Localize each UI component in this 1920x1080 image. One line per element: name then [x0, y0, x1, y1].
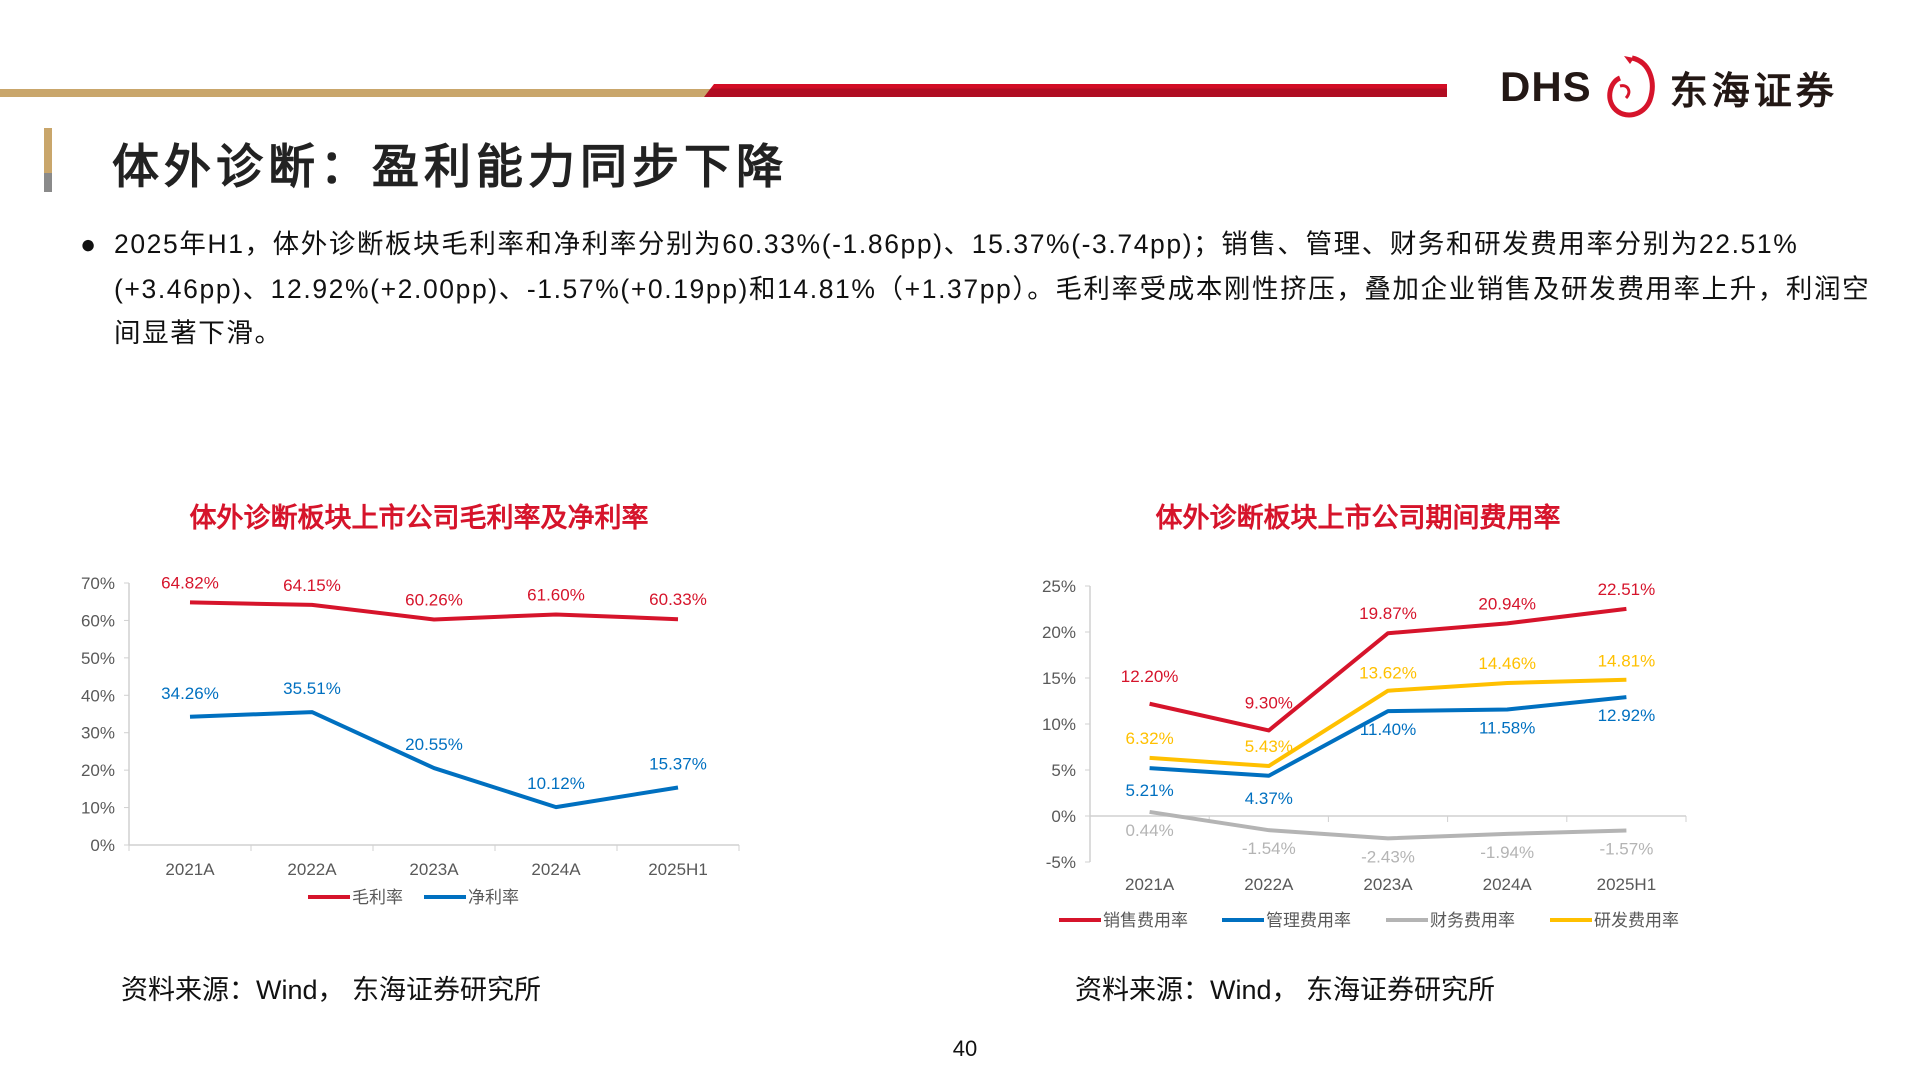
data-label: 0.44% [1125, 821, 1173, 840]
legend-label: 财务费用率 [1430, 911, 1515, 930]
chart-expense: -5% 0% 5% 10% 15% 20% 25% 2021A 2022A 2023A 2024A 2… [1042, 577, 1687, 930]
header-gold-bar [0, 89, 712, 97]
y-tick-label: 5% [1051, 761, 1076, 780]
y-tick-label: 70% [81, 574, 115, 593]
bullet-text: 2025年H1，体外诊断板块毛利率和净利率分别为60.33%(-1.86pp)、… [114, 229, 1871, 348]
data-label: 10.12% [527, 774, 585, 793]
data-label: 12.92% [1598, 706, 1656, 725]
bullet-dot-icon: ● [80, 229, 98, 259]
data-label: 35.51% [283, 679, 341, 698]
y-tick-label: 40% [81, 686, 115, 705]
data-label: 61.60% [527, 585, 585, 604]
data-label: 13.62% [1359, 664, 1417, 683]
x-tick-label: 2022A [1244, 875, 1294, 894]
data-label: 9.30% [1245, 693, 1293, 712]
x-tick-label: 2021A [1125, 875, 1175, 894]
data-label: 11.40% [1360, 720, 1416, 739]
data-label: 19.87% [1359, 604, 1417, 623]
y-tick-label: 50% [81, 649, 115, 668]
data-label: 34.26% [161, 684, 219, 703]
company-logo: DHS 东海证券 [1500, 52, 1838, 122]
data-label: -2.43% [1361, 847, 1415, 866]
page-title: 体外诊断：盈利能力同步下降 [112, 140, 788, 195]
y-tick-label: 60% [81, 611, 115, 630]
x-tick-label: 2025H1 [648, 860, 708, 879]
chart-title-margin: 体外诊断板块上市公司毛利率及净利率 [189, 503, 649, 533]
data-label: 20.94% [1478, 594, 1536, 613]
legend-label: 净利率 [468, 888, 519, 907]
y-tick-label: 25% [1042, 577, 1076, 596]
x-tick-label: 2024A [1483, 875, 1533, 894]
y-tick-label: -5% [1046, 853, 1076, 872]
bullet-paragraph: ● 2025年H1，体外诊断板块毛利率和净利率分别为60.33%(-1.86pp… [80, 222, 1885, 356]
chart-margin: 0% 10% 20% 30% 40% 50% 60% 70% 2021A 2022A 2023A 20… [81, 573, 740, 907]
y-tick-label: 20% [81, 761, 115, 780]
logo-cn: 东海证券 [1669, 68, 1838, 113]
x-tick-label: 2022A [287, 860, 337, 879]
data-label: 15.37% [649, 754, 707, 773]
data-label: 5.21% [1125, 781, 1173, 800]
y-tick-label: 15% [1042, 669, 1076, 688]
y-tick-label: 20% [1042, 623, 1076, 642]
y-tick-label: 0% [1051, 807, 1076, 826]
page-number: 40 [952, 1036, 978, 1061]
legend-label: 毛利率 [352, 888, 403, 907]
data-label: 14.81% [1598, 652, 1656, 671]
x-tick-label: 2025H1 [1597, 875, 1657, 894]
data-label: 14.46% [1478, 654, 1536, 673]
data-label: -1.54% [1242, 839, 1296, 858]
legend-label: 研发费用率 [1594, 911, 1679, 930]
data-label: 11.58% [1479, 718, 1535, 737]
y-tick-label: 30% [81, 724, 115, 743]
data-label: 6.32% [1125, 729, 1173, 748]
header-red-bar [704, 84, 1447, 97]
data-label: 12.20% [1121, 667, 1179, 686]
y-tick-label: 10% [1042, 715, 1076, 734]
data-label: 64.15% [283, 576, 341, 595]
chart-title-expense: 体外诊断板块上市公司期间费用率 [1155, 503, 1561, 533]
data-label: 60.33% [649, 590, 707, 609]
source-note-right: 资料来源：Wind， 东海证券研究所 [1075, 975, 1496, 1005]
dragon-logo-icon [1606, 55, 1655, 118]
source-note-left: 资料来源：Wind， 东海证券研究所 [121, 975, 542, 1005]
legend-label: 管理费用率 [1266, 911, 1351, 930]
x-tick-label: 2024A [531, 860, 581, 879]
data-label: 64.82% [161, 573, 219, 592]
title-accent-bar [44, 128, 52, 192]
x-tick-label: 2023A [1363, 875, 1413, 894]
legend-label: 销售费用率 [1103, 911, 1188, 930]
logo-latin: DHS [1500, 63, 1592, 110]
data-label: 60.26% [405, 590, 463, 609]
y-tick-label: 0% [90, 836, 115, 855]
data-label: -1.57% [1599, 839, 1653, 858]
data-label: 5.43% [1245, 737, 1293, 756]
data-label: 4.37% [1245, 789, 1293, 808]
series-line-净利率 [189, 710, 679, 810]
y-tick-label: 10% [81, 799, 115, 818]
data-label: -1.94% [1480, 843, 1534, 862]
data-label: 22.51% [1598, 580, 1656, 599]
x-tick-label: 2023A [409, 860, 459, 879]
data-label: 20.55% [405, 735, 463, 754]
x-tick-label: 2021A [165, 860, 215, 879]
